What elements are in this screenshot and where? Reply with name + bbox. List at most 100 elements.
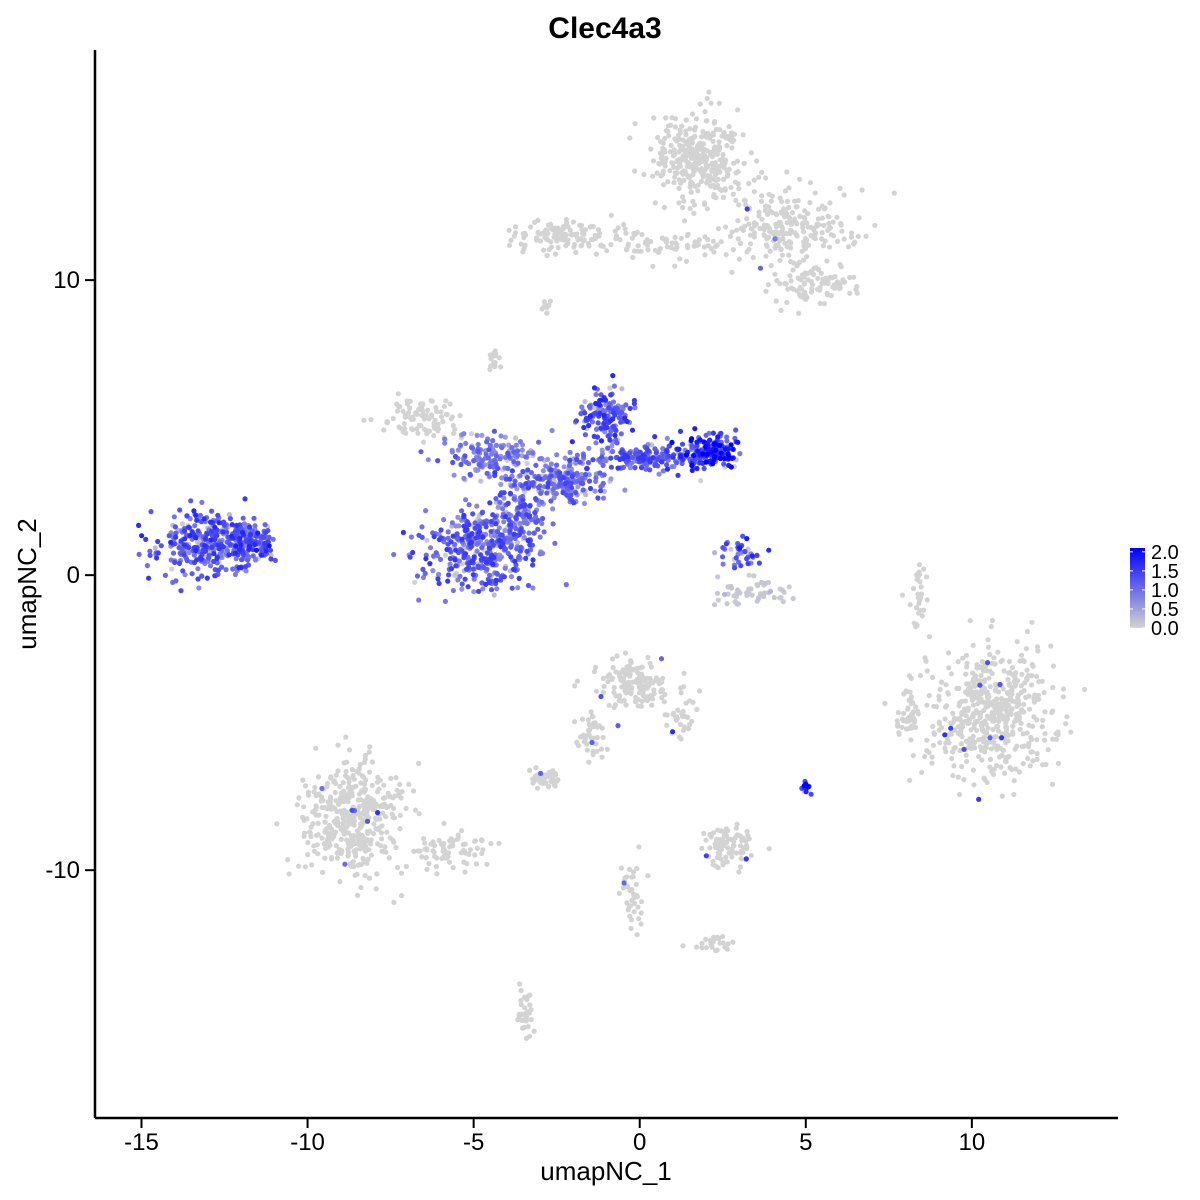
cell-point [827,200,833,206]
cell-point [528,1017,534,1023]
cell-point [582,410,588,416]
cell-point [617,237,623,243]
cell-point [822,205,828,211]
cell-point [703,444,709,450]
cell-point [1014,717,1021,723]
cell-point [1081,686,1088,693]
cell-point [722,186,728,192]
cell-point [1030,758,1036,764]
cell-point [728,546,734,552]
cell-point [674,460,680,466]
cell-point [554,462,560,468]
cell-point [623,230,629,236]
cell-point [716,100,722,106]
cell-point [574,678,581,684]
cell-point [227,541,233,548]
cell-point [423,508,429,514]
cell-point [195,528,201,534]
cell-point [454,836,460,842]
cell-point [302,864,308,870]
cell-point [700,128,706,135]
cell-point [987,668,993,674]
cell-point [488,528,494,535]
cell-point [469,445,476,451]
cell-point [532,509,538,516]
cell-point [381,427,387,433]
cell-point [549,427,555,434]
cell-point [313,803,319,809]
cell-point [761,225,768,231]
cell-point [338,836,344,843]
cell-point [970,767,977,773]
cell-point [594,734,600,741]
cell-point [577,222,583,228]
cell-point [583,471,589,478]
cell-point [437,556,444,563]
cell-point [537,551,543,557]
cell-point [720,940,726,946]
cell-point [537,476,543,482]
cell-point [494,570,500,577]
cell-point [523,1035,530,1041]
cell-point [686,144,693,150]
cell-point [716,144,723,150]
cell-point [527,992,533,998]
cell-point [462,551,469,557]
cell-point [789,210,796,216]
cell-point [337,795,344,801]
cell-point [625,907,631,913]
cell-point [710,132,716,138]
cell-point [535,526,541,532]
cell-point [729,269,735,275]
cell-point [700,451,706,457]
cell-point [780,231,787,237]
cell-point [960,719,967,726]
cell-point [710,461,716,467]
cell-point [527,767,533,774]
cell-point [728,184,734,190]
cell-point [616,698,622,704]
cell-point [672,263,678,269]
cell-point [494,586,500,592]
cell-point [979,757,985,763]
cell-point [756,596,762,602]
cell-point [623,702,629,708]
cell-point [970,642,976,648]
cell-point [454,535,460,541]
cell-point [493,442,499,448]
cell-point [436,571,442,578]
cell-point [353,847,359,853]
cell-point [976,754,982,760]
cell-point [629,235,635,241]
cell-point [1020,731,1026,737]
cell-point [708,246,714,252]
cell-point [472,852,478,858]
cell-point [690,452,697,459]
cell-point [712,172,719,178]
cell-point [766,547,772,553]
cell-point [776,219,782,225]
cell-point [601,472,607,478]
cell-point [532,773,538,780]
cell-point [740,227,747,233]
cell-point [143,536,149,543]
cell-point [383,849,389,855]
cell-point [430,839,436,845]
cell-point [744,249,750,255]
cell-point [456,558,462,564]
cell-point [995,689,1002,695]
cell-point [136,551,142,558]
cell-point [480,556,486,562]
cell-point [930,723,936,730]
cell-point [828,232,834,238]
cell-point [729,854,735,860]
cell-point [483,524,489,530]
cell-point [384,419,390,425]
cell-point [983,740,989,746]
cell-point [170,550,177,556]
cell-point [484,439,490,445]
cell-point [158,543,164,549]
cell-point [418,423,424,429]
cell-point [598,693,604,700]
cell-point [586,243,592,249]
